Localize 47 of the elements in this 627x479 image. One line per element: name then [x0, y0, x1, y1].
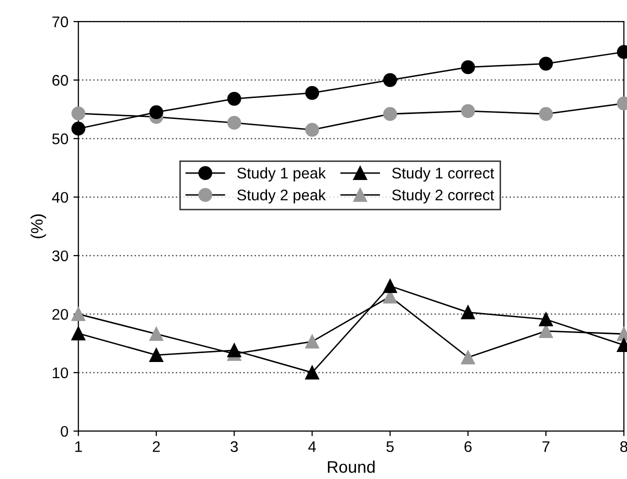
- y-tick-label: 0: [60, 426, 68, 437]
- legend-label: Study 1 correct: [392, 167, 494, 182]
- point: [461, 350, 475, 364]
- point: [461, 305, 475, 320]
- point: [149, 348, 164, 362]
- x-tick-label: 5: [386, 441, 394, 452]
- point: [149, 327, 164, 341]
- legend-label: Study 2 correct: [392, 189, 494, 204]
- x-tick-label: 3: [230, 441, 238, 452]
- x-tick-label: 7: [542, 441, 550, 452]
- point: [538, 56, 553, 71]
- point: [71, 326, 86, 340]
- point: [383, 73, 398, 88]
- legend-label: Study 2 peak: [237, 189, 326, 204]
- y-tick-label: 20: [52, 308, 68, 320]
- x-axis-title: Round: [328, 460, 375, 473]
- y-tick-label: 40: [52, 192, 68, 203]
- point: [538, 324, 553, 338]
- y-tick-label: 10: [52, 367, 68, 378]
- x-tick-label: 4: [308, 441, 316, 452]
- x-tick-label: 6: [464, 441, 472, 452]
- point: [305, 122, 320, 137]
- point: [227, 343, 242, 358]
- point: [305, 334, 320, 349]
- point: [538, 312, 553, 326]
- y-tick-label: 60: [52, 74, 68, 86]
- y-axis-title: (%): [30, 214, 46, 238]
- point: [383, 107, 398, 121]
- point: [71, 307, 86, 322]
- y-tick-label: 70: [52, 16, 68, 28]
- point: [305, 86, 320, 100]
- point: [305, 366, 320, 380]
- point: [227, 116, 242, 130]
- point: [149, 105, 164, 120]
- x-tick-label: 2: [152, 441, 160, 452]
- x-tick-label: 1: [75, 441, 82, 452]
- point: [538, 107, 553, 121]
- legend-label: Study 1 peak: [237, 167, 326, 182]
- point: [227, 92, 242, 106]
- y-tick-label: 30: [52, 250, 68, 262]
- point: [461, 104, 475, 118]
- point: [71, 122, 86, 136]
- y-tick-label: 50: [52, 133, 68, 144]
- point: [71, 106, 86, 120]
- point: [461, 60, 475, 74]
- x-tick-label: 8: [620, 441, 627, 452]
- point: [383, 279, 398, 293]
